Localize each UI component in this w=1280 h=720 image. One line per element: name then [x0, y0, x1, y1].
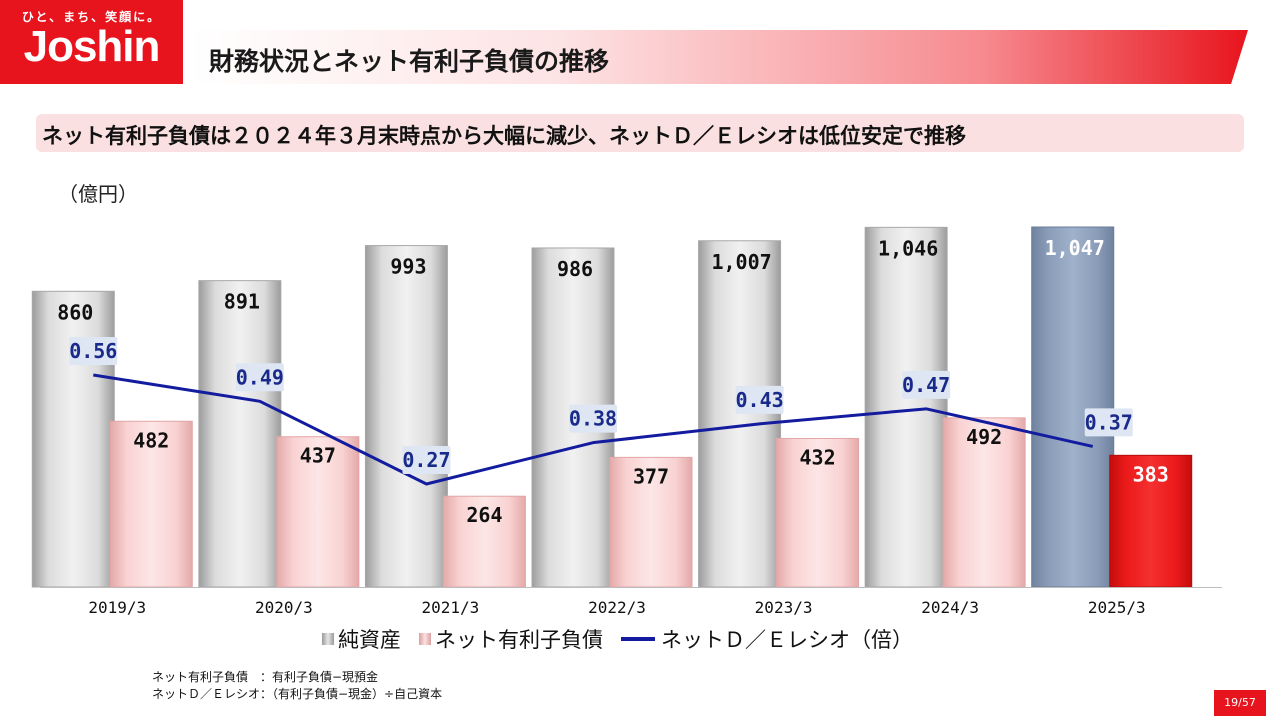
label-net-assets-6: 1,047 — [1045, 236, 1105, 260]
label-net-debt-6: 383 — [1133, 462, 1169, 486]
legend-item-net-assets: 純資産 — [322, 624, 401, 654]
label-net-debt-5: 492 — [966, 425, 1002, 449]
legend-swatch-de-ratio — [621, 637, 655, 641]
footnote-de-ratio: ネットＤ／Ｅレシオ：（有利子負債−現金）÷自己資本 — [152, 687, 443, 701]
bar-net-assets-1 — [198, 280, 282, 588]
label-de-ratio-4: 0.43 — [735, 388, 783, 412]
label-net-debt-3: 377 — [633, 464, 669, 488]
bar-net-assets-4 — [698, 240, 782, 588]
label-net-assets-4: 1,007 — [711, 250, 771, 274]
page-number: 19/57 — [1214, 690, 1266, 716]
legend-item-de-ratio: ネットＤ／Ｅレシオ（倍） — [621, 624, 913, 654]
footnotes: ネット有利子負債 ：有利子負債−現預金 ネットＤ／Ｅレシオ：（有利子負債−現金）… — [152, 669, 442, 703]
x-tick-0: 2019/3 — [88, 598, 146, 617]
legend-label-de-ratio: ネットＤ／Ｅレシオ（倍） — [661, 628, 913, 652]
label-net-assets-5: 1,046 — [878, 236, 938, 260]
label-de-ratio-1: 0.49 — [236, 365, 284, 389]
logo-tagline: ひと、まち、笑顔に。 — [21, 10, 162, 24]
bar-net-assets-6 — [1031, 226, 1115, 588]
page-title: 財務状況とネット有利子負債の推移 — [209, 47, 610, 76]
label-bg-de-ratio-6 — [1084, 408, 1133, 437]
label-bg-de-ratio-1 — [235, 363, 284, 392]
legend-swatch-net-debt — [419, 633, 431, 645]
subtitle: ネット有利子負債は２０２４年３月末時点から大幅に減少、ネットＤ／Ｅレシオは低位安… — [42, 124, 966, 148]
logo-name: Joshin — [23, 22, 161, 71]
label-net-debt-1: 437 — [300, 444, 336, 468]
bar-net-debt-6 — [1109, 454, 1193, 588]
label-de-ratio-6: 0.37 — [1085, 410, 1133, 434]
label-net-assets-0: 860 — [57, 300, 93, 324]
label-bg-de-ratio-3 — [569, 404, 617, 433]
bar-net-debt-3 — [609, 456, 693, 588]
x-tick-5: 2024/3 — [921, 598, 979, 617]
x-tick-1: 2020/3 — [255, 598, 313, 617]
x-tick-4: 2023/3 — [755, 598, 813, 617]
bar-net-debt-2 — [442, 495, 526, 588]
label-net-assets-2: 993 — [390, 255, 426, 279]
footnote-net-debt: ネット有利子負債 ：有利子負債−現預金 — [152, 670, 379, 684]
legend-item-net-debt: ネット有利子負債 — [419, 624, 603, 654]
label-bg-de-ratio-5 — [902, 370, 951, 399]
label-de-ratio-0: 0.56 — [69, 339, 117, 363]
joshin-logo: ひと、まち、笑顔に。 Joshin — [0, 0, 183, 84]
bar-net-debt-5 — [942, 417, 1026, 588]
x-tick-6: 2025/3 — [1088, 598, 1146, 617]
label-net-debt-2: 264 — [466, 503, 502, 527]
bar-net-debt-0 — [109, 420, 193, 588]
legend: 純資産 ネット有利子負債 ネットＤ／Ｅレシオ（倍） — [322, 624, 931, 654]
label-bg-de-ratio-2 — [402, 446, 451, 474]
label-de-ratio-3: 0.38 — [569, 407, 617, 431]
label-net-debt-4: 432 — [800, 445, 836, 469]
label-net-debt-0: 482 — [133, 428, 169, 452]
unit-label: （億円） — [58, 182, 138, 206]
subtitle-box — [36, 114, 1244, 152]
bar-net-debt-1 — [276, 436, 360, 588]
bar-net-assets-0 — [31, 290, 115, 588]
label-net-assets-1: 891 — [224, 290, 260, 314]
label-de-ratio-5: 0.47 — [902, 373, 950, 397]
x-tick-2: 2021/3 — [422, 598, 480, 617]
bar-net-assets-5 — [864, 226, 948, 588]
line-de-ratio — [93, 373, 1094, 486]
label-net-assets-3: 986 — [557, 257, 593, 281]
bar-net-assets-2 — [364, 245, 448, 588]
legend-label-net-debt: ネット有利子負債 — [435, 628, 603, 652]
label-bg-de-ratio-4 — [735, 385, 784, 414]
label-de-ratio-2: 0.27 — [402, 448, 450, 472]
legend-swatch-net-assets — [322, 633, 334, 645]
x-tick-3: 2022/3 — [588, 598, 646, 617]
legend-label-net-assets: 純資産 — [338, 628, 401, 652]
title-bar — [190, 30, 1248, 84]
bar-net-debt-4 — [776, 437, 860, 588]
label-bg-de-ratio-0 — [69, 337, 118, 365]
